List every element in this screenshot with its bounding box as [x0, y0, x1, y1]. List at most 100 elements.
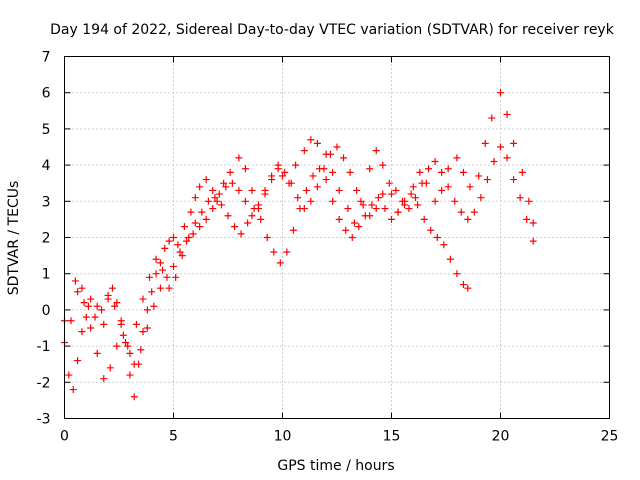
data-point: [379, 190, 387, 198]
data-point: [113, 342, 121, 350]
data-point: [78, 284, 86, 292]
data-point: [217, 201, 225, 209]
data-point: [457, 208, 465, 216]
data-point: [224, 212, 232, 220]
data-point: [481, 139, 489, 147]
data-point: [261, 186, 269, 194]
data-point: [87, 295, 95, 303]
data-point: [255, 205, 263, 213]
data-point: [80, 299, 88, 307]
data-point: [446, 255, 454, 263]
data-point: [165, 284, 173, 292]
data-point: [292, 161, 300, 169]
data-point: [459, 168, 467, 176]
data-point: [189, 230, 197, 238]
data-point: [335, 186, 343, 194]
data-point: [204, 197, 212, 205]
data-point: [270, 248, 278, 256]
data-point: [106, 364, 114, 372]
data-point: [130, 393, 138, 401]
data-point: [132, 320, 140, 328]
data-point: [503, 110, 511, 118]
x-tick-label: 15: [383, 429, 401, 445]
data-point: [108, 284, 116, 292]
data-point: [74, 357, 82, 365]
data-point: [263, 234, 271, 241]
data-point: [425, 165, 433, 173]
data-point: [322, 176, 330, 184]
data-point: [438, 186, 446, 194]
x-tick-label: 10: [274, 429, 292, 445]
data-point: [98, 306, 106, 314]
data-point: [213, 197, 221, 205]
grid-lines: [64, 56, 610, 419]
data-point: [510, 139, 518, 147]
data-point: [488, 114, 496, 122]
data-point: [248, 212, 256, 220]
data-point: [139, 328, 147, 336]
data-point: [119, 331, 127, 339]
data-point: [374, 194, 382, 202]
data-point: [202, 215, 210, 223]
data-point: [165, 237, 173, 245]
data-point: [529, 219, 537, 227]
data-point: [222, 183, 230, 191]
data-point: [411, 194, 419, 202]
data-point: [122, 338, 130, 346]
data-point: [464, 215, 472, 223]
data-point: [353, 186, 361, 194]
data-point: [302, 186, 310, 194]
plot-frame: [64, 56, 610, 419]
data-point: [185, 234, 193, 241]
data-point: [235, 154, 243, 162]
y-tick-label: 1: [42, 267, 51, 283]
data-point: [152, 270, 160, 278]
data-point: [453, 270, 461, 278]
data-point: [372, 205, 380, 213]
y-tick-label: -2: [37, 375, 51, 391]
data-point: [427, 226, 435, 234]
data-point: [93, 349, 101, 357]
x-tick-label: 25: [601, 429, 619, 445]
data-point: [433, 234, 441, 241]
data-point: [65, 371, 73, 379]
data-point: [348, 234, 356, 241]
data-point: [111, 302, 119, 310]
y-tick-label: 6: [42, 86, 51, 102]
data-point: [281, 168, 289, 176]
data-point: [268, 172, 276, 180]
data-point: [279, 172, 286, 180]
data-point: [159, 266, 167, 274]
data-point: [283, 248, 291, 256]
data-point: [294, 194, 302, 202]
data-point: [440, 241, 448, 249]
data-point: [176, 248, 184, 256]
data-point: [344, 205, 352, 213]
data-point: [161, 244, 169, 252]
data-point: [409, 183, 417, 191]
data-point: [420, 215, 428, 223]
data-point: [84, 302, 92, 310]
data-point: [366, 165, 374, 173]
data-point: [518, 168, 526, 176]
data-point: [355, 223, 363, 231]
y-tick-label: 5: [42, 122, 51, 138]
data-point: [156, 259, 164, 267]
data-point: [100, 375, 108, 383]
data-point: [529, 237, 537, 245]
data-point: [187, 208, 195, 216]
data-point: [366, 212, 374, 220]
data-point: [241, 165, 249, 173]
data-point: [289, 226, 297, 234]
y-tick-labels: -3 -2 -1 0 1 2 3 4 5 6 7: [37, 50, 51, 428]
data-point: [398, 197, 406, 205]
data-point: [516, 194, 524, 202]
data-point: [379, 161, 387, 169]
data-point: [388, 215, 395, 223]
data-point: [202, 176, 210, 184]
data-point: [287, 179, 295, 187]
data-point: [483, 176, 491, 184]
data-point: [309, 172, 317, 180]
data-point: [211, 194, 219, 202]
data-point: [209, 205, 217, 213]
